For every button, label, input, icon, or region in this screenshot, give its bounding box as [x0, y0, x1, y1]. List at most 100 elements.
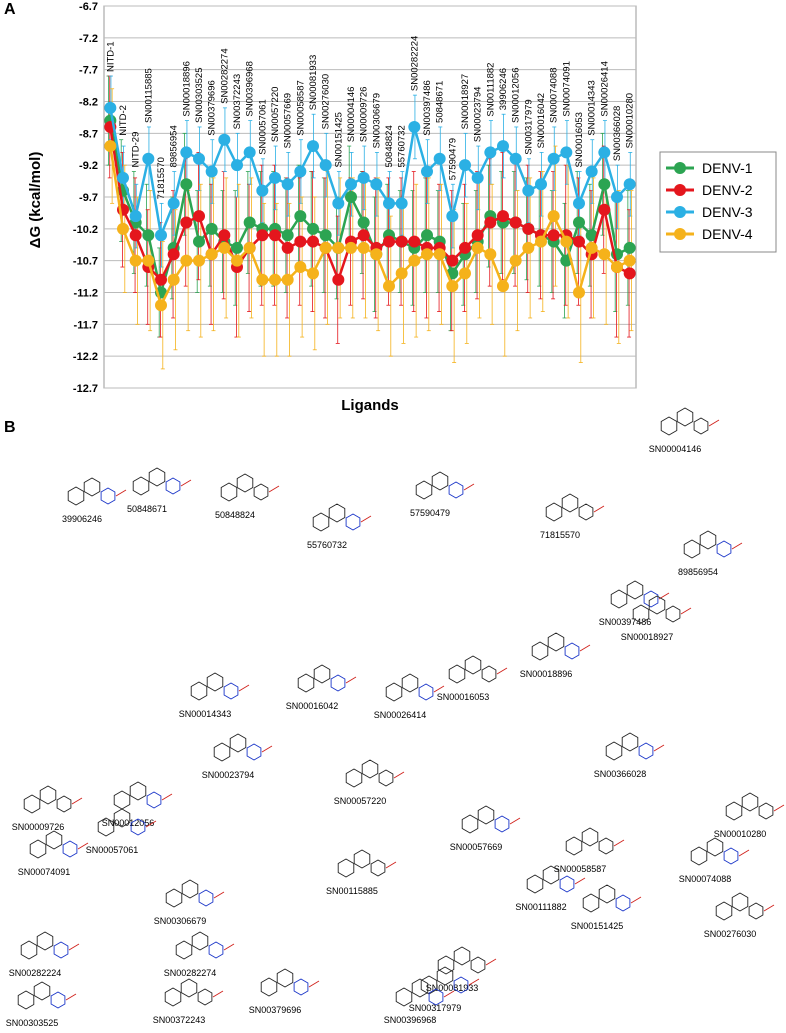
bond: [223, 943, 235, 951]
data-point: [471, 229, 484, 242]
data-point: [408, 120, 421, 133]
compound-label: 71815570: [540, 530, 580, 540]
data-point: [104, 101, 117, 114]
data-point: [573, 235, 585, 248]
data-point: [357, 216, 370, 229]
ring: [175, 940, 193, 960]
legend-marker: [674, 162, 686, 174]
ring: [29, 839, 47, 859]
compound-label: SN00009726: [12, 822, 65, 832]
bond: [509, 817, 521, 825]
ring: [165, 888, 183, 908]
y-tick-label: -11.7: [74, 319, 98, 331]
data-point: [408, 254, 421, 267]
ring: [431, 471, 449, 491]
compound-label: SN00004146: [649, 444, 702, 454]
compound-label: 55760732: [307, 540, 347, 550]
data-point: [256, 273, 269, 286]
data-point: [357, 171, 370, 184]
ring: [699, 530, 717, 550]
ring: [293, 978, 309, 996]
x-category-label: SN00396968: [245, 61, 256, 116]
x-category-label: SN00276030: [321, 74, 332, 129]
ring: [448, 664, 466, 684]
data-point: [497, 210, 509, 223]
data-point: [611, 261, 623, 274]
x-category-label: SN00012056: [511, 67, 522, 122]
ring: [477, 805, 495, 825]
bond: [385, 861, 397, 869]
data-point: [383, 280, 395, 293]
ring: [129, 781, 147, 801]
y-tick-label: -7.7: [79, 65, 98, 77]
compound-label: SN00397486: [599, 617, 652, 627]
x-category-label: SN00058587: [295, 80, 306, 135]
compound-label: 50848824: [215, 510, 255, 520]
ring: [615, 894, 631, 912]
data-point: [585, 165, 598, 178]
ring: [337, 858, 355, 878]
data-point: [319, 229, 332, 242]
data-point: [623, 241, 636, 254]
data-point: [193, 210, 205, 223]
bond: [731, 542, 743, 550]
data-point: [585, 241, 598, 254]
x-category-label: SN00057061: [257, 99, 268, 154]
ring: [20, 940, 38, 960]
ring: [148, 467, 166, 487]
ring: [67, 486, 85, 506]
data-point: [256, 229, 269, 242]
ring: [638, 742, 654, 760]
x-axis-title: Ligands: [341, 397, 399, 414]
data-point: [509, 254, 522, 267]
data-point: [509, 216, 522, 229]
data-point: [307, 235, 319, 248]
ring: [165, 477, 181, 495]
data-point: [446, 254, 459, 267]
ring: [181, 879, 199, 899]
data-point: [129, 254, 142, 267]
bond: [360, 515, 372, 523]
ring: [564, 642, 580, 660]
data-point: [117, 222, 129, 235]
ring: [236, 473, 254, 493]
data-point: [332, 241, 345, 254]
data-point: [205, 222, 218, 235]
ring: [132, 476, 150, 496]
data-point: [180, 254, 193, 267]
data-point: [281, 273, 294, 286]
compound-label: 39906246: [62, 514, 102, 524]
data-point: [408, 235, 421, 248]
ring: [559, 875, 575, 893]
y-tick-label: -7.2: [79, 33, 98, 45]
data-point: [155, 229, 167, 242]
bond: [496, 667, 508, 675]
compound-label: SN00057061: [86, 845, 139, 855]
data-point: [243, 216, 256, 229]
legend-marker: [674, 228, 686, 240]
compound-label: SN00151425: [571, 921, 624, 931]
data-point: [598, 146, 611, 159]
ring: [716, 540, 732, 558]
ring: [542, 865, 560, 885]
compound-label: SN00282224: [9, 968, 62, 978]
data-point: [497, 140, 509, 153]
x-category-label: SN00317979: [523, 99, 534, 154]
ring: [330, 674, 346, 692]
compound-label: SN00306679: [154, 916, 207, 926]
ring: [621, 732, 639, 752]
data-point: [623, 178, 636, 191]
x-category-label: NITD-2: [118, 105, 129, 136]
data-point: [433, 152, 446, 165]
data-point: [218, 229, 231, 242]
y-tick-label: -8.2: [79, 97, 98, 109]
data-point: [142, 152, 155, 165]
data-point: [180, 216, 193, 229]
ring: [437, 955, 455, 975]
bond: [443, 990, 455, 998]
compound-label: SN00303525: [6, 1018, 59, 1028]
data-point: [167, 273, 180, 286]
x-category-label: NITD-29: [131, 132, 142, 168]
data-point: [294, 261, 307, 274]
ring: [146, 791, 162, 809]
